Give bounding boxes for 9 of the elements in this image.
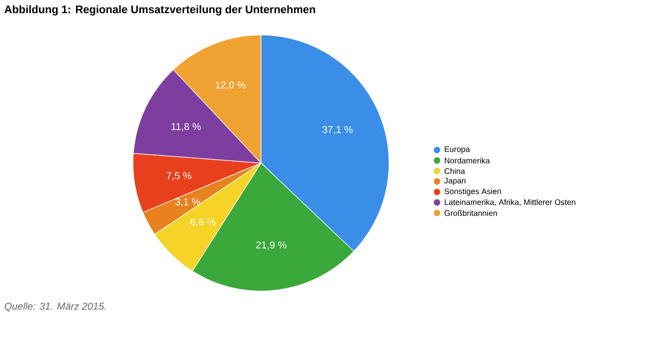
data-label: 6,6 %: [190, 218, 216, 227]
data-label: 3,1 %: [175, 198, 200, 207]
data-label: 21,9 %: [256, 241, 286, 250]
data-label: 37,1 %: [322, 126, 353, 134]
chart-title: Abbildung 1: Regionale Umsatzverteilung der Unternehmen: [4, 5, 316, 16]
data-label: 11,8 %: [172, 122, 201, 132]
data-label: 12,0 %: [216, 82, 246, 90]
source-note: Quelle: 31. März 2015.: [4, 302, 106, 312]
data-label: 7,5 %: [166, 172, 192, 180]
